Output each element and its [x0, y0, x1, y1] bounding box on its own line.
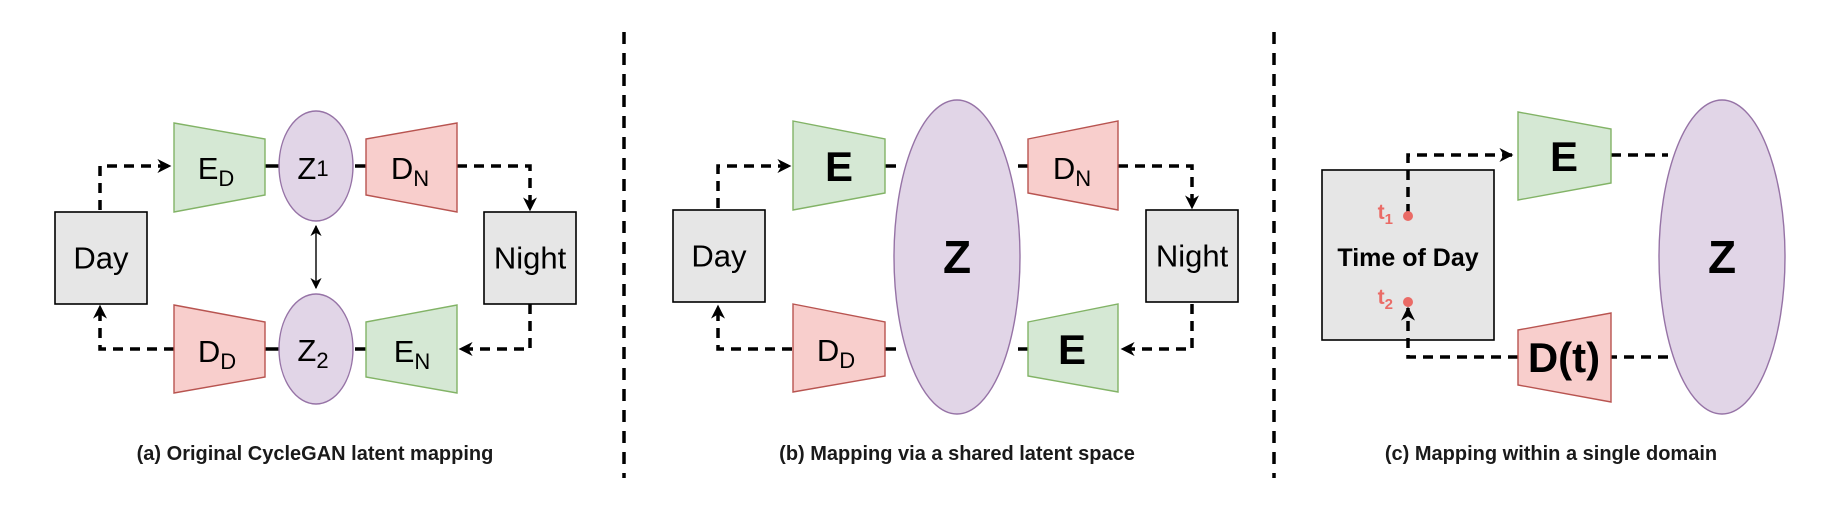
latent-z2 — [278, 293, 354, 405]
latent-z-shared-label: Z — [943, 231, 971, 283]
latent-z1 — [278, 110, 354, 222]
latent-z-c — [1658, 99, 1786, 415]
encoder-en-label: EN — [394, 334, 431, 374]
arrow-day-to-e — [716, 159, 792, 208]
encoder-e-bottom — [1027, 303, 1119, 393]
decoder-dd-label: DD — [198, 334, 236, 374]
panel-a: Day Night ED Z1 DN DD Z2 EN (a) Original… — [54, 110, 577, 465]
arrow-decoder-to-t2 — [1401, 306, 1518, 359]
decoder-dd — [173, 304, 266, 394]
caption-a: (a) Original CycleGAN latent mapping — [137, 443, 494, 465]
night-box-label: Night — [494, 241, 567, 276]
decoder-dt-label: D(t) — [1528, 334, 1600, 381]
day-box-b-label: Day — [691, 239, 747, 274]
decoder-dn-label: DN — [391, 151, 429, 191]
decoder-dn-b-label: DN — [1053, 151, 1091, 191]
decoder-dn — [365, 122, 458, 213]
encoder-e-c — [1517, 111, 1612, 201]
encoder-ed-label: ED — [198, 151, 235, 191]
panel-b: Day Night E Z DN DD E (b) Mapping via a … — [672, 99, 1239, 465]
caption-b: (b) Mapping via a shared latent space — [779, 443, 1135, 465]
day-box-label: Day — [73, 241, 129, 276]
arrow-dn-to-night — [457, 164, 537, 212]
encoder-e-c-label: E — [1550, 133, 1578, 180]
arrow-day-to-ed — [98, 159, 172, 210]
decoder-dn-b — [1027, 120, 1119, 211]
time-marker-t2-label: t2 — [1378, 286, 1393, 313]
time-marker-t2 — [1403, 297, 1413, 307]
night-box-b-label: Night — [1156, 239, 1229, 274]
arrow-dd-to-day-b — [711, 304, 792, 351]
decoder-dd-b — [792, 303, 886, 393]
latent-z2-label: Z2 — [297, 333, 328, 373]
latent-z-c-label: Z — [1708, 231, 1736, 283]
time-marker-t1 — [1403, 211, 1413, 221]
decoder-dt — [1517, 312, 1612, 403]
arrow-dd-to-day — [93, 304, 174, 351]
time-marker-t1-label: t1 — [1378, 201, 1393, 228]
decoder-dd-b-label: DD — [817, 333, 855, 373]
panel-c: Time of Day t1 t2 E Z D(t) (c) Mapping w… — [1321, 99, 1786, 465]
encoder-ed — [173, 122, 266, 213]
arrow-t1-to-encoder — [1406, 148, 1514, 214]
night-box — [483, 211, 577, 305]
arrow-night-to-e-b — [1120, 304, 1194, 356]
arrow-dn-to-night-b — [1118, 164, 1199, 210]
encoder-e-bottom-label: E — [1058, 326, 1086, 373]
time-of-day-label: Time of Day — [1337, 244, 1478, 272]
latent-z-shared — [893, 99, 1021, 415]
encoder-en — [365, 304, 458, 394]
day-box-b — [672, 209, 766, 303]
day-box — [54, 211, 148, 305]
encoder-e-top — [792, 120, 886, 211]
encoder-e-top-label: E — [825, 143, 853, 190]
arrow-night-to-en — [458, 304, 532, 356]
night-box-b — [1145, 209, 1239, 303]
caption-c: (c) Mapping within a single domain — [1385, 443, 1717, 465]
latent-z1-label: Z1 — [297, 151, 328, 186]
